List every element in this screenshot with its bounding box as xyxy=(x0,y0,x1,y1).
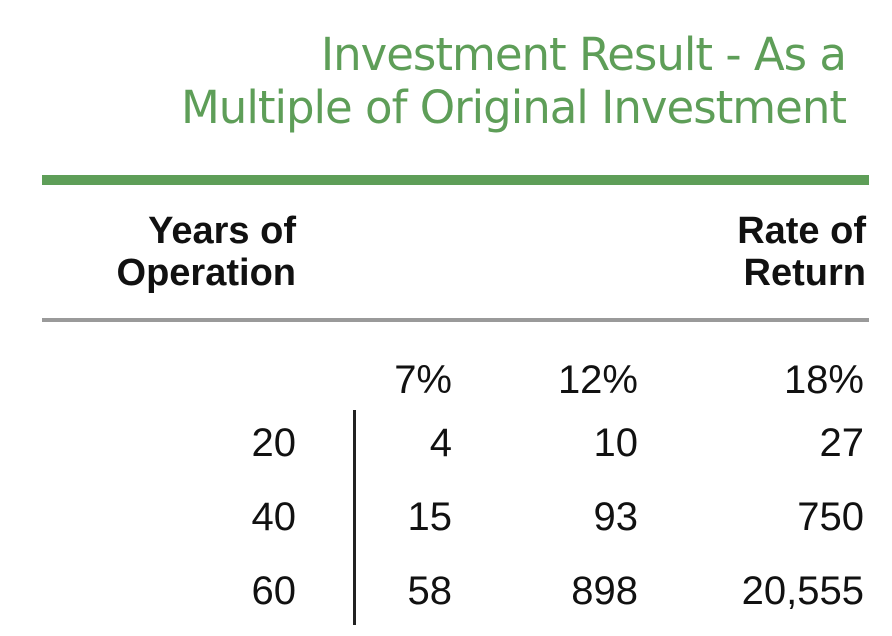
table-cell: 93 xyxy=(593,495,639,539)
rate-column-header: 12% xyxy=(557,358,638,402)
table-cell: 15 xyxy=(407,495,453,539)
table-cell: 4 xyxy=(429,421,452,465)
year-label: 20 xyxy=(251,421,297,465)
table-cell: 750 xyxy=(797,495,864,539)
header-rule xyxy=(42,318,869,322)
column-group-line-1: Rate of xyxy=(737,210,866,252)
rate-column-header: 18% xyxy=(783,358,864,402)
table-cell: 898 xyxy=(571,569,638,613)
title-line-2: Multiple of Original Investment xyxy=(180,81,847,134)
title-rule xyxy=(42,175,869,185)
table-title: Investment Result - As a Multiple of Ori… xyxy=(180,28,847,134)
table-cell: 10 xyxy=(593,421,639,465)
column-group-line-2: Return xyxy=(743,252,866,294)
row-header-line-2: Operation xyxy=(116,252,296,294)
table-cell: 27 xyxy=(819,421,865,465)
row-header-label: Years of Operation xyxy=(117,210,296,294)
column-group-label: Rate of Return xyxy=(737,210,866,294)
table-cell: 58 xyxy=(407,569,453,613)
rate-column-header: 7% xyxy=(394,358,452,402)
table-cell: 20,555 xyxy=(741,569,864,613)
year-label: 60 xyxy=(251,569,297,613)
row-label-divider xyxy=(353,410,356,625)
year-label: 40 xyxy=(251,495,297,539)
row-header-line-1: Years of xyxy=(148,210,296,252)
title-line-1: Investment Result - As a xyxy=(320,28,847,81)
